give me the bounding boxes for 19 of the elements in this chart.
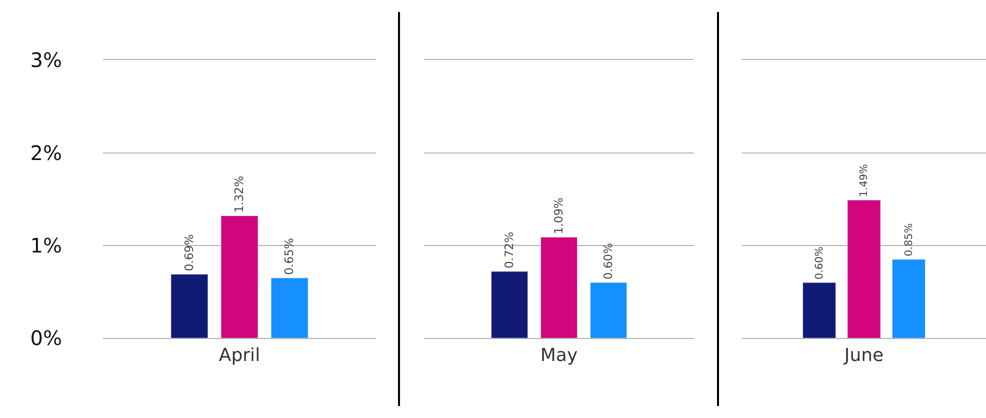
x-tick-label: May — [540, 344, 578, 366]
data-label: 0.60% — [813, 246, 826, 280]
data-label: 0.69% — [182, 234, 196, 272]
x-tick-label: April — [218, 344, 260, 366]
y-tick-label: 0% — [30, 326, 62, 350]
bar — [220, 216, 258, 338]
data-label: 1.32% — [232, 176, 246, 213]
data-label: 0.65% — [282, 238, 296, 275]
data-label: 0.72% — [502, 232, 516, 268]
y-tick-label: 1% — [30, 233, 62, 258]
bar — [270, 278, 308, 338]
bar — [170, 274, 208, 338]
data-label: 1.09% — [551, 197, 566, 234]
data-label: 0.85% — [902, 223, 915, 256]
x-tick-label: June — [843, 344, 884, 366]
data-label: 1.49% — [858, 164, 870, 198]
data-label: 0.60% — [600, 242, 615, 280]
y-tick-label: 2% — [30, 140, 62, 165]
y-tick-label: 3% — [30, 48, 62, 72]
